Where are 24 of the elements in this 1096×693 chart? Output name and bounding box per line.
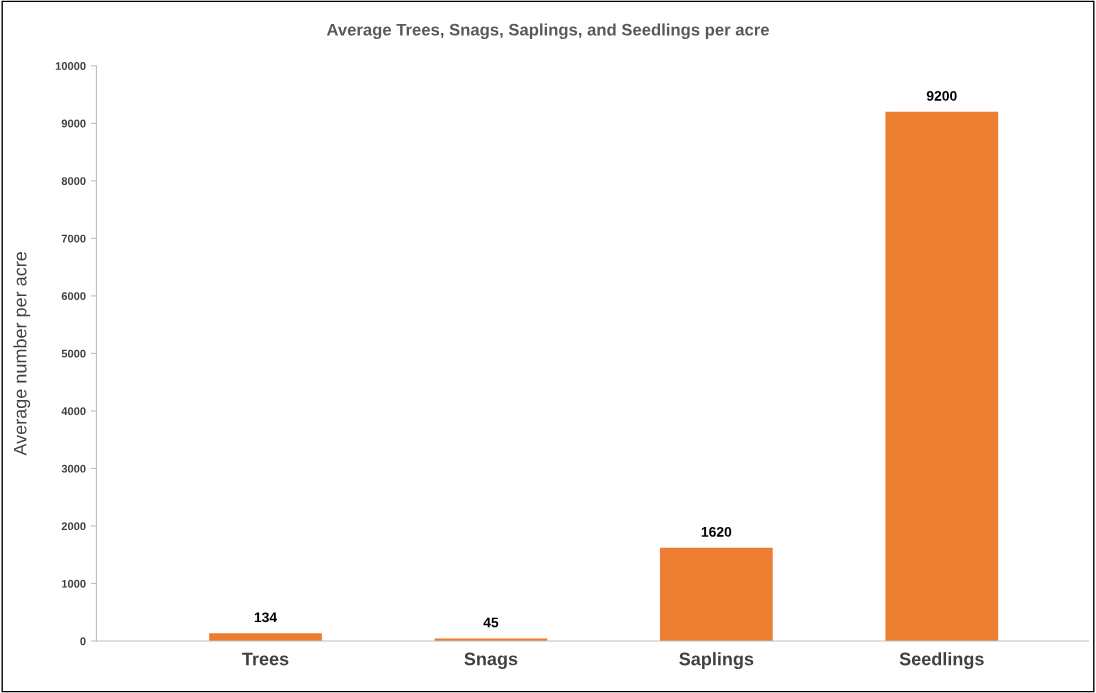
data-label: 45 — [483, 617, 499, 628]
y-tick-label: 10000 — [55, 62, 86, 70]
x-tick-label: Trees — [242, 652, 289, 666]
chart-title: Average Trees, Snags, Saplings, and Seedlings per acre — [326, 23, 769, 39]
y-tick-label: 8000 — [61, 177, 86, 186]
x-tick-label: Seedlings — [899, 652, 984, 670]
y-tick-label: 6000 — [61, 292, 86, 301]
y-tick-label: 2000 — [61, 522, 86, 531]
bar — [209, 633, 322, 642]
data-label: 134 — [254, 612, 278, 623]
bar — [885, 111, 999, 642]
y-tick-label: 9000 — [61, 119, 86, 128]
y-tick-label: 4000 — [61, 407, 86, 416]
bar — [660, 547, 773, 642]
y-tick-label: 5000 — [61, 349, 86, 358]
y-tick-label: 7000 — [61, 234, 86, 243]
x-tick-label: Saplings — [679, 652, 754, 670]
y-tick-label: 0 — [80, 637, 86, 646]
y-tick-label: 1000 — [62, 579, 86, 588]
data-label: 1620 — [701, 526, 732, 537]
y-tick-label: 3000 — [61, 464, 86, 473]
y-axis-title: Average number per acre — [13, 252, 31, 456]
x-tick-label: Snags — [464, 652, 518, 669]
data-label: 9200 — [926, 90, 957, 101]
